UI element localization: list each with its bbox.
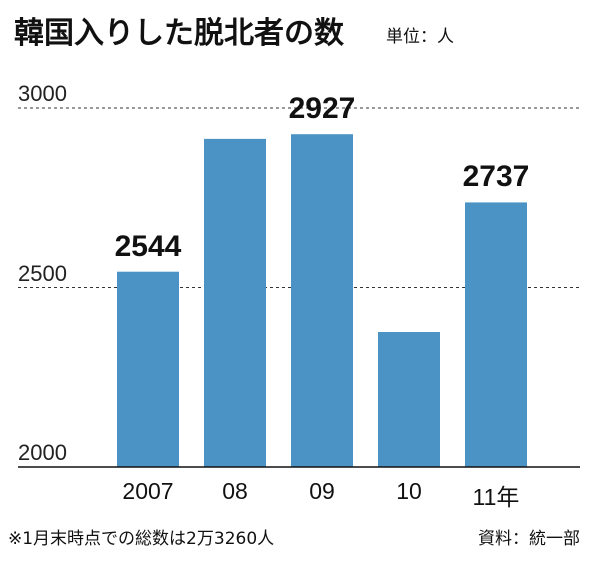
x-tick-label: 08 [222, 478, 248, 504]
unit-label: 単位：人 [386, 27, 454, 47]
data-label: 2737 [462, 160, 530, 194]
source-credit: 資料：統一部 [478, 529, 580, 549]
footnote: ※1月末時点での総数は2万3260人 [8, 529, 275, 549]
x-tick-label: 10 [396, 478, 422, 504]
y-tick-label: 2000 [18, 440, 67, 465]
x-tick-label: 09 [309, 478, 335, 504]
x-tick-label: 11年 [472, 484, 520, 510]
bar-08 [204, 138, 266, 467]
bar-2007 [117, 271, 179, 467]
data-label: 2927 [288, 92, 356, 126]
y-tick-label: 2500 [18, 260, 67, 286]
chart-title: 韓国入りした脱北者の数 [14, 16, 344, 51]
bar-chart [18, 107, 580, 468]
y-tick-label: 3000 [18, 81, 67, 106]
x-tick-label: 2007 [122, 478, 174, 504]
bar-10 [378, 332, 440, 467]
bar-09 [291, 134, 353, 467]
bar-11年 [465, 202, 527, 468]
data-label: 2544 [114, 229, 182, 263]
